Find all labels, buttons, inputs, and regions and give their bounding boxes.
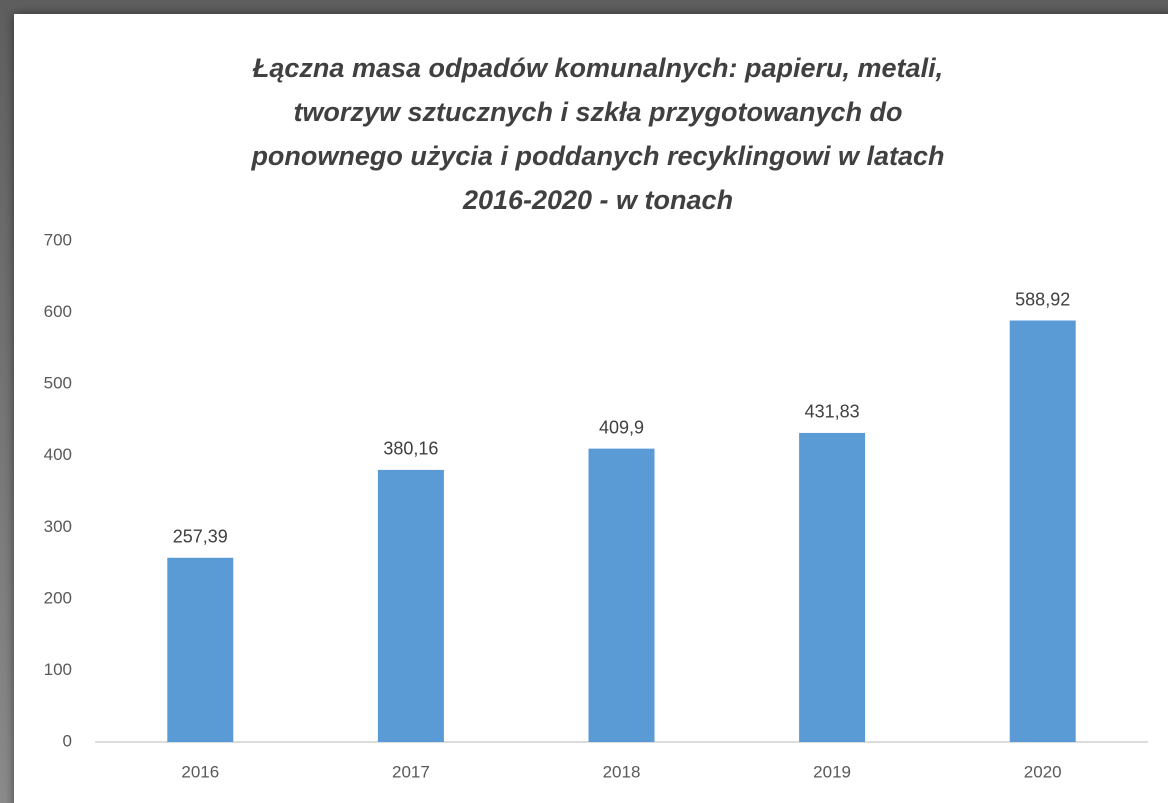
x-tick-label: 2018 [603, 762, 641, 781]
y-tick-label: 600 [44, 302, 72, 321]
bar [588, 448, 655, 742]
y-tick-label: 0 [63, 731, 72, 750]
bar [799, 432, 866, 742]
y-tick-label: 300 [44, 517, 72, 536]
data-label: 409,9 [599, 417, 644, 437]
y-tick-label: 500 [44, 374, 72, 393]
bar [377, 469, 444, 742]
x-tick-label: 2016 [181, 762, 219, 781]
data-label: 431,83 [805, 402, 860, 422]
chart-title: ponownego użycia i poddanych recyklingow… [250, 141, 944, 171]
chart-title: Łączna masa odpadów komunalnych: papieru… [252, 53, 943, 83]
data-label: 380,16 [383, 439, 438, 459]
bar [1009, 320, 1076, 742]
y-tick-label: 100 [44, 660, 72, 679]
x-tick-label: 2019 [813, 762, 851, 781]
x-tick-label: 2017 [392, 762, 430, 781]
data-label: 588,92 [1015, 289, 1070, 309]
y-tick-label: 400 [44, 445, 72, 464]
chart-title: 2016-2020 - w tonach [462, 185, 733, 215]
y-tick-label: 700 [44, 230, 72, 249]
y-tick-label: 200 [44, 588, 72, 607]
chart-title: tworzyw sztucznych i szkła przygotowanyc… [293, 97, 902, 127]
bar [167, 557, 234, 742]
data-label: 257,39 [173, 527, 228, 547]
x-tick-label: 2020 [1024, 762, 1062, 781]
